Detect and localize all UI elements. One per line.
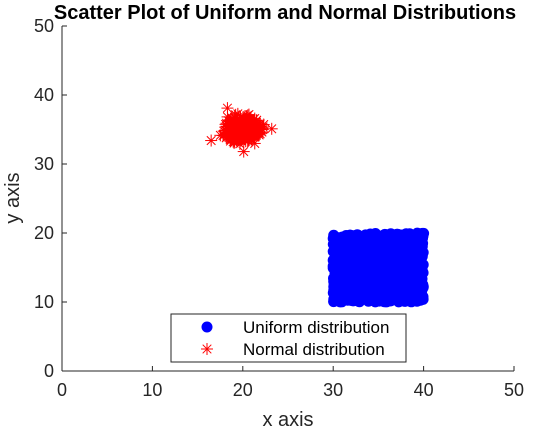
legend-label-uniform: Uniform distribution (243, 318, 389, 337)
uniform-point (398, 272, 410, 284)
x-axis-label: x axis (262, 409, 313, 430)
uniform-point (336, 296, 348, 308)
uniform-point (337, 270, 348, 282)
normal-point (233, 130, 246, 143)
y-axis-label: y axis (2, 172, 24, 223)
normal-point (265, 122, 278, 135)
legend-marker-uniform (201, 321, 213, 333)
uniform-point (393, 259, 405, 271)
x-tick-label: 10 (142, 380, 162, 400)
chart-title: Scatter Plot of Uniform and Normal Distr… (54, 2, 516, 24)
uniform-point (331, 279, 343, 291)
y-tick-label: 30 (34, 154, 54, 174)
uniform-point (341, 253, 353, 265)
legend: Uniform distribution Normal distribution (170, 313, 407, 363)
uniform-point (370, 228, 381, 239)
normal-point (240, 120, 253, 133)
y-tick-label: 0 (44, 361, 54, 381)
uniform-point (381, 252, 393, 264)
uniform-point (415, 269, 427, 281)
y-tick-label: 20 (34, 223, 54, 243)
uniform-point (331, 244, 343, 256)
normal-series (205, 102, 278, 158)
legend-box (170, 313, 407, 363)
legend-marker-normal (201, 343, 213, 355)
uniform-point (355, 288, 367, 300)
uniform-point (344, 241, 356, 253)
uniform-series (327, 227, 430, 308)
x-tick-label: 0 (57, 380, 67, 400)
normal-point (221, 102, 234, 115)
legend-star-icon (201, 343, 213, 355)
uniform-point (377, 261, 389, 273)
uniform-point (391, 232, 403, 244)
uniform-point (410, 281, 422, 293)
uniform-point (341, 285, 353, 297)
normal-point (214, 129, 227, 142)
uniform-point (352, 261, 364, 273)
uniform-point (366, 238, 377, 249)
y-tick-label: 50 (34, 16, 54, 36)
y-tick-label: 40 (34, 85, 54, 105)
x-tick-label: 40 (414, 380, 434, 400)
uniform-point (329, 258, 341, 269)
uniform-point (380, 293, 392, 305)
x-tick-label: 50 (504, 380, 524, 400)
x-tick-label: 30 (323, 380, 343, 400)
uniform-point (409, 248, 421, 260)
uniform-point (365, 287, 377, 299)
uniform-point (394, 284, 406, 296)
uniform-point (379, 231, 391, 243)
normal-point (205, 134, 218, 147)
uniform-point (366, 261, 378, 273)
normal-point (249, 122, 262, 135)
normal-point (223, 120, 236, 133)
x-tick-label: 20 (233, 380, 253, 400)
normal-point (237, 145, 250, 158)
uniform-point (400, 233, 412, 245)
uniform-point (353, 250, 365, 262)
axis-ticks: 0 10 20 30 40 50 0 10 20 30 40 50 (34, 16, 524, 400)
legend-label-normal: Normal distribution (243, 340, 385, 359)
plot-area (61, 26, 514, 372)
y-tick-label: 10 (34, 292, 54, 312)
